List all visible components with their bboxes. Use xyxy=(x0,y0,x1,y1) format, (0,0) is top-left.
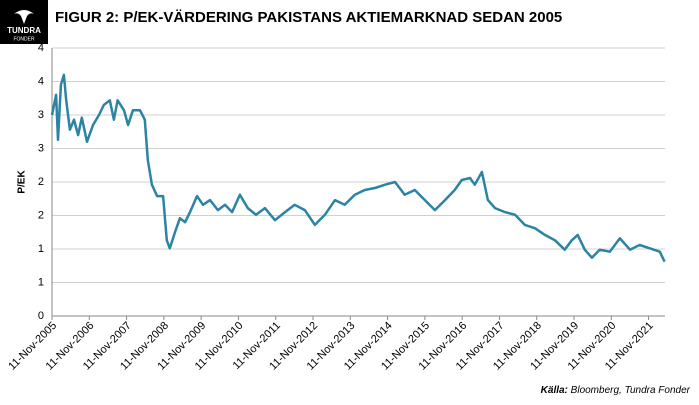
y-tick-label: 4 xyxy=(38,42,44,54)
series-line xyxy=(50,73,666,263)
y-tick-label: 2 xyxy=(38,176,44,188)
y-tick-label: 3 xyxy=(38,142,44,154)
source: Källa: Bloomberg, Tundra Fonder xyxy=(541,385,691,396)
y-axis-label: P/EK xyxy=(17,170,28,194)
logo-name: TUNDRA xyxy=(7,26,41,35)
logo-icon xyxy=(14,10,34,24)
y-tick-label: 4 xyxy=(38,75,44,87)
y-tick-label: 1 xyxy=(38,243,44,255)
y-tick-label: 0 xyxy=(38,310,44,322)
source-label: Källa: xyxy=(541,385,568,396)
y-tick-label: 1 xyxy=(38,276,44,288)
logo-sub: FONDER xyxy=(13,36,35,42)
y-tick-label: 3 xyxy=(38,109,44,121)
y-tick-label: 2 xyxy=(38,209,44,221)
chart-title: FIGUR 2: P/EK-VÄRDERING PAKISTANS AKTIEM… xyxy=(55,9,562,26)
source-text: Bloomberg, Tundra Fonder xyxy=(571,385,691,396)
